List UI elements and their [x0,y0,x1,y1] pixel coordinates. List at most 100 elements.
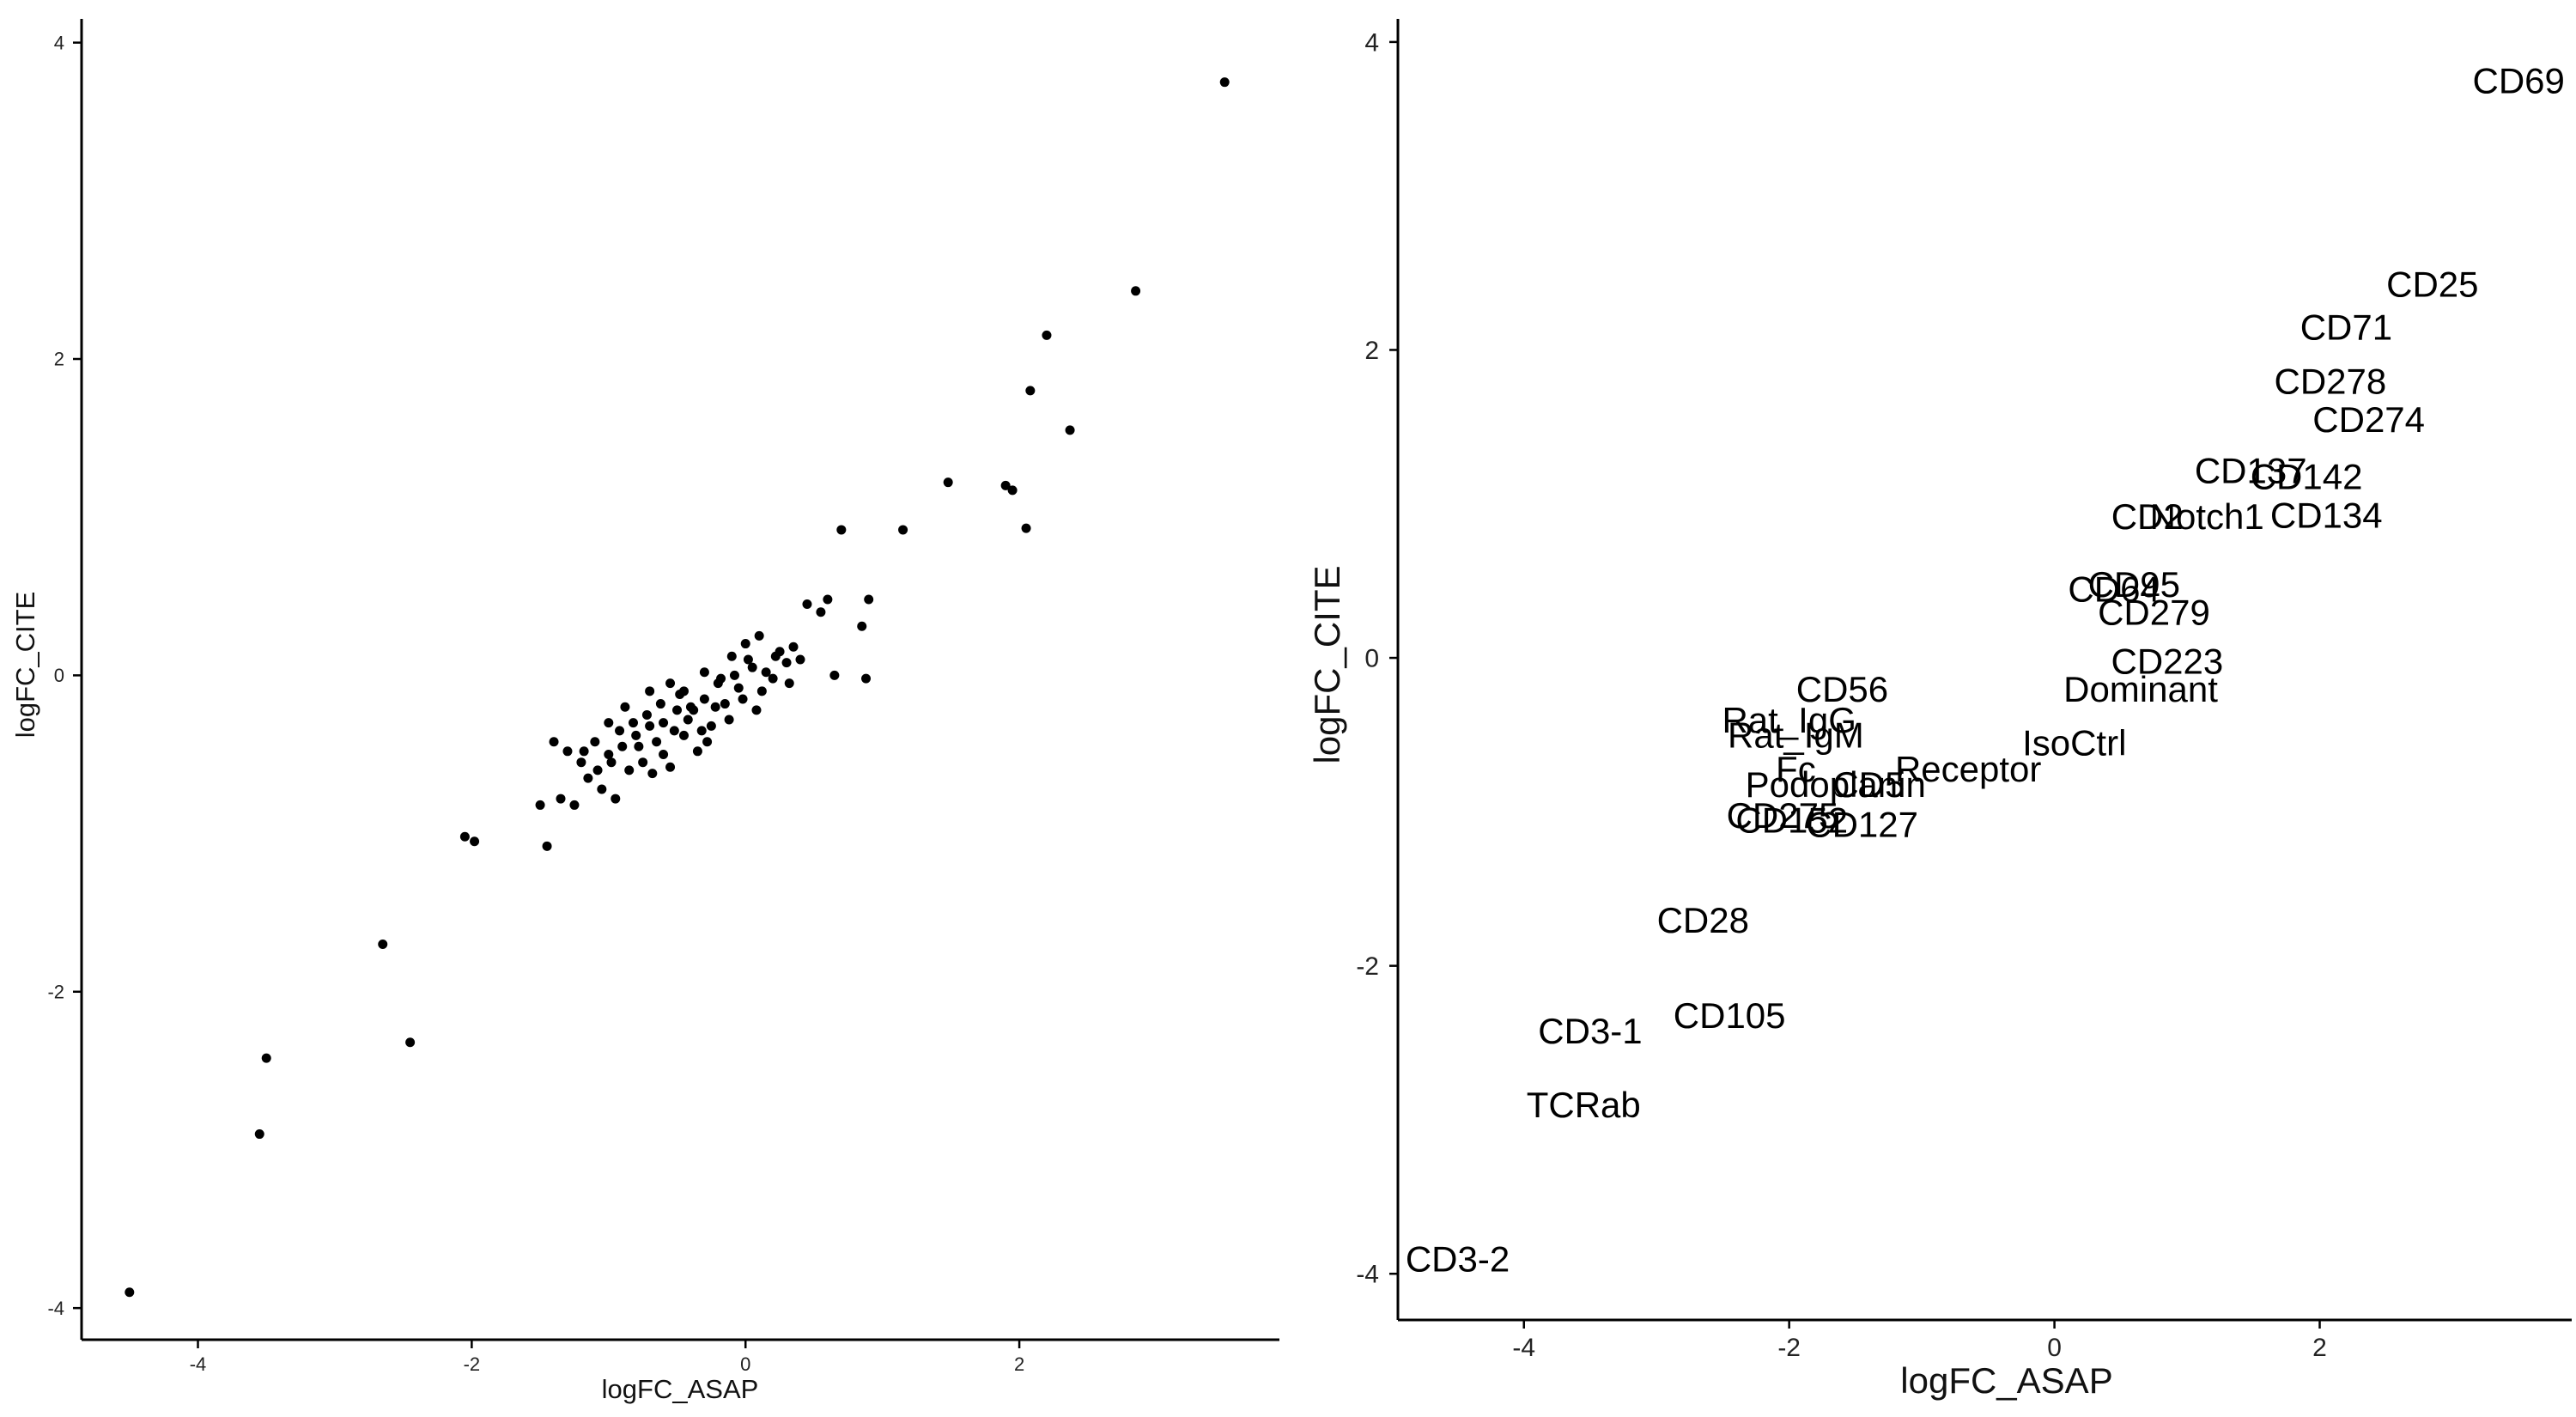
data-point [254,1129,264,1140]
data-point [729,670,739,680]
data-point [655,699,665,709]
left-scatter-panel: -4 -2 0 2 -4 -2 0 2 4 logFC_ASAP logFC_CITE [10,19,1279,1404]
data-point [720,699,730,709]
data-point [754,630,764,641]
data-point [678,730,689,740]
data-point [672,705,683,715]
left-x-axis-title: logFC_ASAP [602,1374,759,1404]
data-point [898,525,908,535]
data-label: IsoCtrl [2022,723,2126,763]
right-y-tick-label: 2 [1364,337,1379,365]
data-point [768,673,778,684]
data-point [405,1037,416,1048]
left-y-tick-label: -4 [47,1298,64,1319]
data-point [756,686,767,696]
data-point [784,678,794,689]
data-label: Rat_IgM [1728,715,1864,756]
data-label: Notch1 [2150,496,2264,537]
data-point [696,726,707,736]
data-point [378,940,388,950]
data-point [1025,386,1036,396]
data-label: Podoplanin [1746,764,1926,805]
data-label: CD56 [1796,669,1888,709]
data-label: CD2 [2111,496,2184,537]
left-x-tick-label: 0 [740,1353,750,1375]
data-point [747,662,757,672]
data-point [740,639,750,649]
data-point [743,654,753,665]
data-label: Receptor [1895,749,2041,789]
data-point [634,741,644,751]
data-point [606,757,617,768]
data-point [652,737,662,747]
data-label: Rat_IgG [1722,700,1856,740]
right-y-tick-label: -4 [1356,1261,1379,1289]
right-y-tick-label: 0 [1364,645,1379,673]
left-x-tick-label: 2 [1014,1353,1024,1375]
data-point [542,841,552,851]
data-label: CD28 [1657,900,1749,940]
data-point [665,678,676,689]
data-label: CD274 [2312,399,2425,440]
data-point [724,715,734,725]
data-point [470,836,480,847]
data-point [641,709,652,720]
data-point [864,594,874,605]
data-point [604,718,614,728]
data-point [761,667,771,678]
data-point [659,749,669,759]
data-point [699,694,709,704]
data-label: CD127 [1806,805,1918,845]
data-point [733,683,744,693]
data-label: Fc [1776,749,1816,789]
data-label: CD137 [2195,450,2307,490]
data-point [795,654,805,665]
data-point [628,718,638,728]
data-point [1065,425,1075,435]
data-point [692,746,702,757]
data-point [597,784,607,794]
data-point [788,642,799,652]
data-point [620,702,630,712]
left-y-tick-label: 4 [54,32,64,53]
data-label: CD152 [1735,800,1848,840]
data-point [802,599,812,610]
data-label: CD95 [2088,564,2180,605]
data-point [638,757,648,768]
left-y-axis-title: logFC_CITE [10,592,40,739]
data-label: CD3-1 [1538,1011,1642,1051]
left-x-tick-label: -2 [464,1353,481,1375]
right-x-axis-title: logFC_ASAP [1900,1360,2112,1401]
data-label: CD279 [2098,592,2210,632]
data-point [459,831,470,842]
data-point [617,741,628,751]
data-label: TCRab [1527,1085,1641,1125]
data-point [562,746,573,757]
data-point [781,658,792,668]
data-point [576,757,586,768]
data-point [702,737,713,747]
right-x-tick-label: 2 [2312,1334,2327,1362]
data-point [592,765,603,775]
data-point [583,773,593,783]
right-axes: -4 -2 0 2 -4 -2 0 2 4 [1356,19,2572,1362]
right-x-tick-label: -4 [1512,1334,1535,1362]
right-y-tick-label: 4 [1364,28,1379,57]
left-data-points [125,77,1230,1298]
data-point [751,705,762,715]
data-point [689,705,699,715]
data-point [675,689,685,699]
data-point [716,673,726,684]
data-point [669,726,679,736]
data-point [943,477,953,488]
right-y-tick-label: -2 [1356,952,1379,981]
right-x-tick-label: 0 [2047,1334,2062,1362]
data-point [770,651,781,661]
data-point [647,769,658,779]
left-x-tick-label: -4 [190,1353,207,1375]
data-label: CD5 [1832,764,1905,805]
left-y-tick-label: 2 [54,349,64,370]
data-point [1219,77,1230,88]
